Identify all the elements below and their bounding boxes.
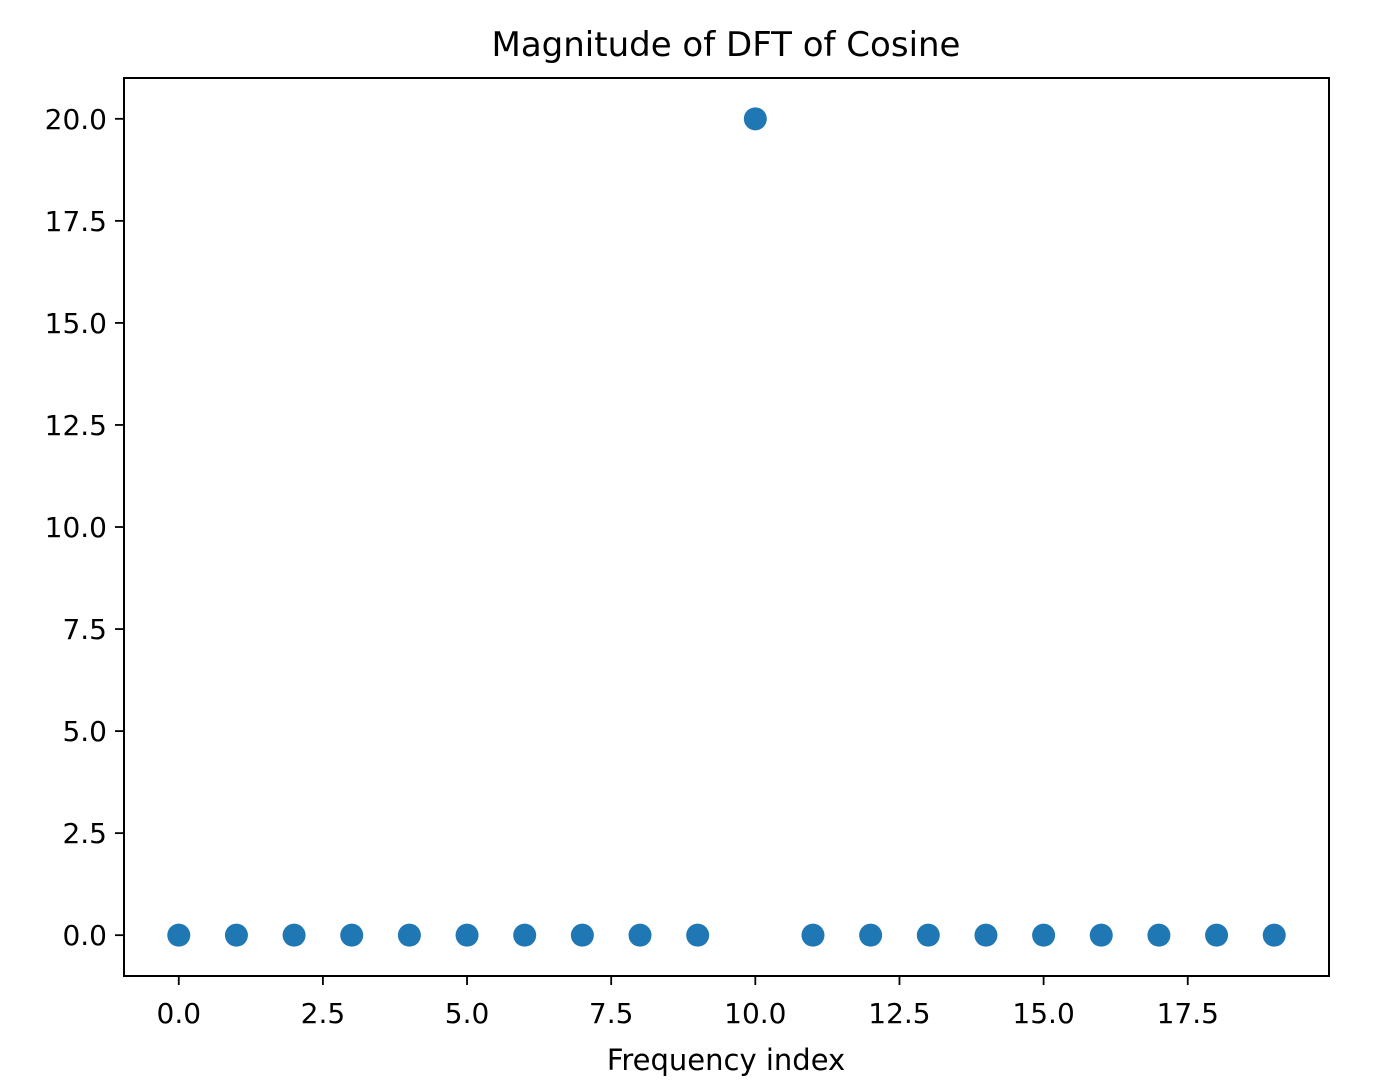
data-point: [1147, 923, 1171, 947]
y-tick-label: 7.5: [62, 613, 107, 646]
data-point: [974, 923, 998, 947]
scatter-points: [167, 107, 1286, 947]
data-point: [859, 923, 883, 947]
data-point: [282, 923, 306, 947]
x-tick-label: 5.0: [445, 997, 490, 1030]
y-tick-label: 2.5: [62, 817, 107, 850]
data-point: [1032, 923, 1056, 947]
y-tick-label: 0.0: [62, 919, 107, 952]
data-point: [628, 923, 652, 947]
data-point: [455, 923, 479, 947]
x-axis-ticks: 0.0 2.5 5.0 7.5 10.0 12.5 15.0 17.5: [157, 976, 1219, 1030]
data-point: [743, 107, 767, 131]
data-point: [1089, 923, 1113, 947]
data-point: [224, 923, 248, 947]
x-tick-label: 10.0: [724, 997, 786, 1030]
data-point: [167, 923, 191, 947]
data-point: [1262, 923, 1286, 947]
chart-title: Magnitude of DFT of Cosine: [492, 25, 961, 65]
x-tick-label: 0.0: [157, 997, 202, 1030]
y-axis-ticks: 0.0 2.5 5.0 7.5 10.0 12.5 15.0 17.5 20.0: [45, 103, 124, 952]
x-tick-label: 2.5: [301, 997, 346, 1030]
x-tick-label: 12.5: [868, 997, 930, 1030]
y-tick-label: 20.0: [45, 103, 107, 136]
data-point: [397, 923, 421, 947]
x-tick-label: 15.0: [1012, 997, 1074, 1030]
data-point: [570, 923, 594, 947]
y-tick-label: 10.0: [45, 511, 107, 544]
y-tick-label: 17.5: [45, 205, 107, 238]
data-point: [916, 923, 940, 947]
plot-area-frame: [123, 77, 1330, 977]
y-tick-label: 5.0: [62, 715, 107, 748]
x-tick-label: 7.5: [589, 997, 634, 1030]
x-axis-label: Frequency index: [607, 1043, 845, 1077]
data-point: [340, 923, 364, 947]
data-point: [686, 923, 710, 947]
data-point: [1205, 923, 1229, 947]
data-point: [513, 923, 537, 947]
data-point: [801, 923, 825, 947]
y-tick-label: 15.0: [45, 307, 107, 340]
y-tick-label: 12.5: [45, 409, 107, 442]
x-tick-label: 17.5: [1157, 997, 1219, 1030]
